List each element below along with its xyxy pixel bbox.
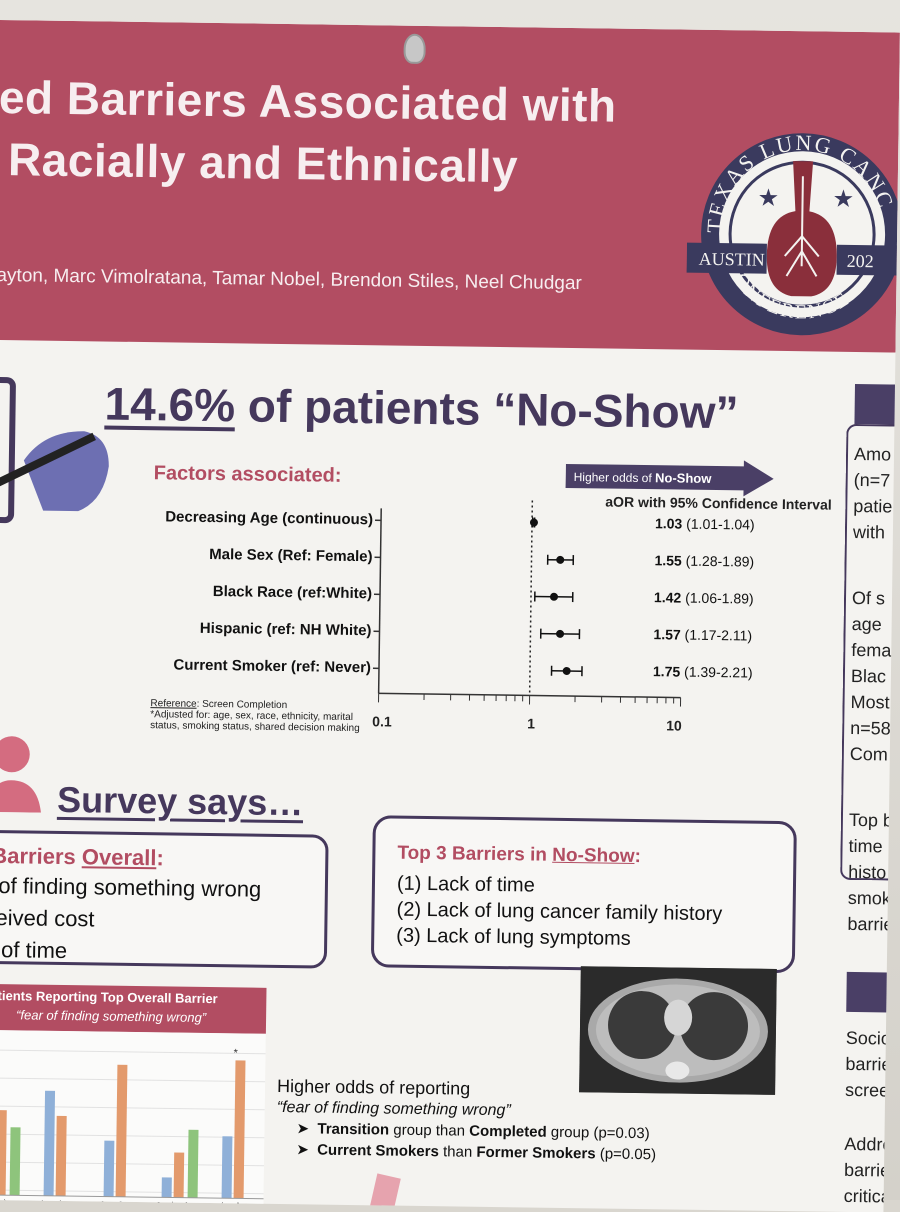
overall-item-1: r of finding something wrong <box>0 873 261 903</box>
factor-label: Decreasing Age (continuous) <box>143 508 373 528</box>
noshow-item-2: (2) Lack of lung cancer family history <box>396 899 722 927</box>
right-panel-header-1 <box>854 384 899 425</box>
overall-item-3: k of time <box>0 937 67 964</box>
bar <box>162 1177 172 1197</box>
noshow-item-3: (3) Lack of lung symptoms <box>396 925 631 951</box>
right-panel-line: barrie <box>845 1054 891 1076</box>
conference-logo: TEXAS LUNG CANC CONFERENCE ★ ★ AUSTIN 20… <box>686 115 899 348</box>
right-panel-line: barrie <box>844 1160 890 1182</box>
overall-item-2: ceived cost <box>0 905 95 933</box>
right-panel-line: Most <box>850 692 889 714</box>
forest-point <box>530 518 538 526</box>
forest-x-axis <box>379 693 681 697</box>
bar-banner-line1: atients Reporting Top Overall Barrier <box>0 988 218 1006</box>
right-panel-line: scree <box>845 1080 889 1102</box>
bar <box>234 1060 246 1198</box>
factors-label: Factors associated: <box>154 462 342 488</box>
bar <box>116 1065 128 1197</box>
factor-label: Black Race (ref:White) <box>142 582 372 602</box>
forest-point <box>556 630 564 638</box>
svg-text:Higher odds of No-Show: Higher odds of No-Show <box>574 469 713 486</box>
person-icon <box>0 732 50 813</box>
right-panel-line: Blac <box>851 666 886 687</box>
poster: ed Barriers Associated with Racially and… <box>0 20 900 1212</box>
barriers-overall-title: Barriers Overall: <box>0 843 164 871</box>
forest-y-axis <box>379 508 382 693</box>
right-panel-line: histo <box>848 862 886 884</box>
bar <box>10 1127 21 1195</box>
logo-badge-left-text: AUSTIN <box>699 249 765 270</box>
aor-value: 1.42 (1.06-1.89) <box>654 589 754 606</box>
right-panel-line: (n=7 <box>854 470 891 492</box>
poster-header: ed Barriers Associated with Racially and… <box>0 20 900 353</box>
arrow-text-plain: Higher odds of <box>574 470 656 485</box>
forest-point <box>556 556 564 564</box>
logo-badge-right-text: 202 <box>847 251 874 271</box>
bar-chart-banner: atients Reporting Top Overall Barrier “f… <box>0 984 267 1034</box>
barriers-noshow-box: Top 3 Barriers in No-Show: (1) Lack of t… <box>371 815 797 973</box>
adjusted-note: *Adjusted for: age, sex, race, ethnicity… <box>150 709 360 734</box>
headline-rest: of patients “No-Show” <box>235 379 739 438</box>
higher-odds-text: Higher odds of reporting <box>277 1076 470 1100</box>
bar <box>0 1110 7 1195</box>
forest-reference-line <box>530 500 533 695</box>
right-panel-line: with <box>853 522 885 543</box>
right-panel-line: age <box>851 614 881 635</box>
headline-percent: 14.6% <box>104 378 235 432</box>
forest-point <box>550 593 558 601</box>
bar <box>44 1091 55 1196</box>
star-icon-right: ★ <box>832 186 854 213</box>
axis-tick-1: 1 <box>527 715 535 731</box>
right-panel-line: barrie <box>847 914 893 936</box>
bullet-1: ➤ Transition group than Completed group … <box>296 1119 649 1142</box>
bar <box>222 1136 233 1198</box>
bar-banner-line2: “fear of finding something wrong” <box>16 1007 206 1025</box>
headline: 14.6% of patients “No-Show” <box>104 377 739 440</box>
ct-scan-image <box>579 966 777 1095</box>
aor-value: 1.55 (1.28-1.89) <box>654 552 754 569</box>
noshow-item-1: (1) Lack of time <box>397 873 535 898</box>
right-panel-line: n=58 <box>850 718 891 740</box>
aor-value: 1.75 (1.39-2.21) <box>653 663 753 680</box>
factor-label: Current Smoker (ref: Never) <box>141 656 371 676</box>
title-line-2: Racially and Ethnically <box>8 132 519 193</box>
right-panel-line: time <box>848 836 882 857</box>
push-pin <box>403 34 425 64</box>
axis-tick-0: 0.1 <box>372 713 392 729</box>
right-panel-line: smok <box>848 888 891 910</box>
forest-ci-line <box>535 597 573 598</box>
factor-label: Male Sex (Ref: Female) <box>142 545 372 565</box>
bullet-2: ➤ Current Smokers than Former Smokers (p… <box>296 1140 656 1163</box>
aor-value: 1.57 (1.17-2.11) <box>653 626 752 643</box>
right-panel-line: patie <box>853 496 892 518</box>
axis-tick-2: 10 <box>666 717 682 733</box>
authors: ayton, Marc Vimolratana, Tamar Nobel, Br… <box>0 265 582 295</box>
higher-odds-quote: “fear of finding something wrong” <box>277 1099 511 1120</box>
arrow-text-bold: No-Show <box>655 470 712 486</box>
forest-notes: Reference: Screen Completion *Adjusted f… <box>150 698 380 734</box>
bar <box>174 1153 185 1198</box>
barriers-noshow-title: Top 3 Barriers in No-Show: <box>397 843 641 868</box>
right-panel-line: Top b <box>849 810 893 832</box>
right-panel-line: fema <box>851 640 891 662</box>
title-line-1: ed Barriers Associated with <box>0 70 617 133</box>
barriers-overall-box: Barriers Overall: r of finding something… <box>0 830 329 969</box>
factor-label: Hispanic (ref: NH White) <box>141 619 371 639</box>
forest-ci-line <box>541 634 580 635</box>
survey-title: Survey says… <box>57 779 304 824</box>
aor-value: 1.03 (1.01-1.04) <box>655 515 755 532</box>
reference-label: Reference <box>150 698 196 710</box>
forest-point <box>563 667 571 675</box>
bar <box>104 1141 115 1197</box>
aor-title: aOR with 95% Confidence Interval <box>605 493 832 512</box>
right-panel-line: Amo <box>854 444 891 466</box>
pink-marker <box>366 1173 400 1212</box>
bar <box>188 1130 199 1198</box>
right-panel-line: Socio <box>846 1028 891 1050</box>
star-icon-left: ★ <box>757 185 779 212</box>
right-panel-line: Com <box>850 744 888 766</box>
bar <box>56 1116 67 1196</box>
right-panel-line: Of s <box>852 588 885 609</box>
